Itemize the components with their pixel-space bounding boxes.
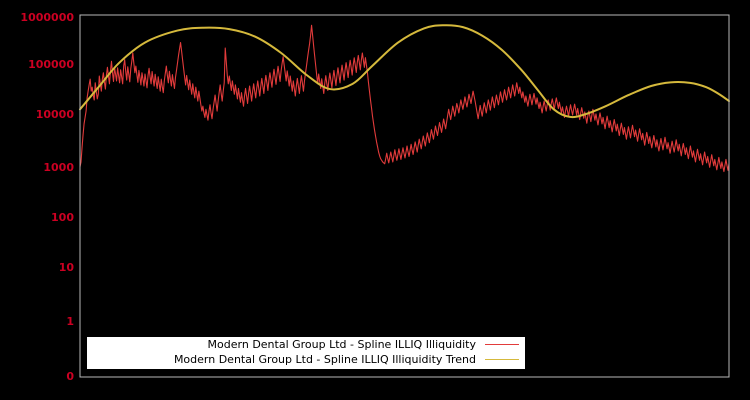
legend-item[interactable]: Modern Dental Group Ltd - Spline ILLIQ I… (87, 352, 525, 367)
plot-area-background (80, 15, 729, 377)
legend-label-illiquidity-trend: Modern Dental Group Ltd - Spline ILLIQ I… (173, 352, 476, 366)
chart-legend[interactable]: Modern Dental Group Ltd - Spline ILLIQ I… (87, 337, 525, 369)
plot-area-frame (79, 14, 730, 378)
legend-swatch-illiquidity-trend (485, 359, 519, 360)
legend-item[interactable]: Modern Dental Group Ltd - Spline ILLIQ I… (87, 337, 525, 352)
series-line-illiquidity-trend (79, 24, 730, 119)
legend-label-illiquidity: Modern Dental Group Ltd - Spline ILLIQ I… (207, 337, 476, 351)
y-axis-tick-10000: 10000 (35, 108, 74, 121)
series-line-illiquidity (79, 24, 730, 173)
y-axis-tick-1: 1 (66, 315, 74, 328)
y-axis-tick-0: 0 (66, 370, 74, 383)
y-axis-tick-1000000: 1000000 (20, 11, 74, 24)
series-layer (79, 24, 730, 173)
legend-swatch-illiquidity (485, 344, 519, 345)
y-axis-tick-10: 10 (58, 261, 74, 274)
y-axis-tick-1000: 1000 (43, 161, 74, 174)
y-axis-tick-100000: 100000 (28, 58, 74, 71)
y-axis-tick-100: 100 (51, 211, 74, 224)
